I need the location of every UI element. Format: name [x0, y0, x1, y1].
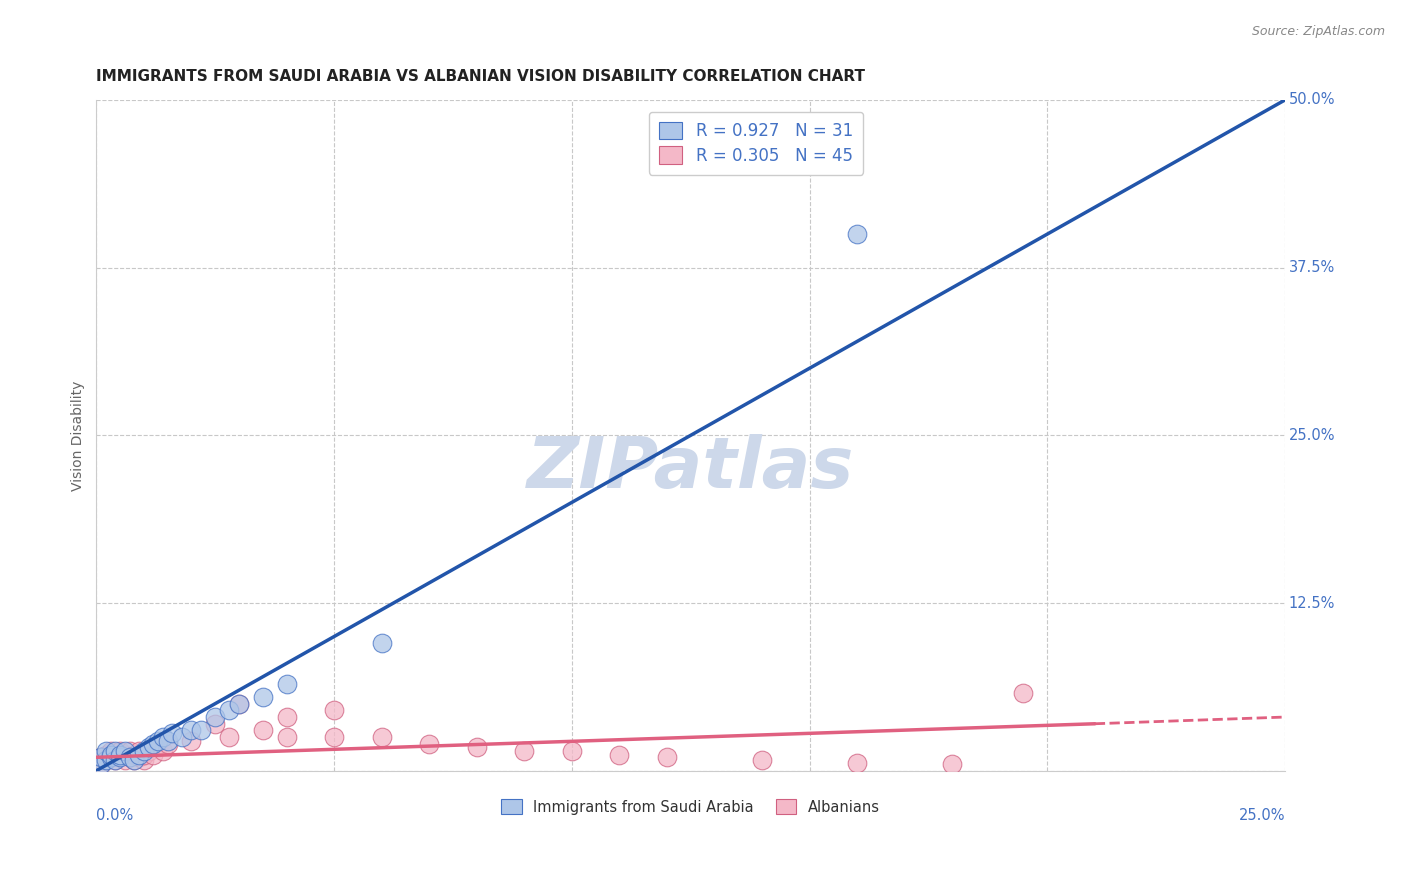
Point: [846, 756, 869, 770]
Point: [118, 743, 141, 757]
Point: [846, 227, 869, 241]
Text: 25.0%: 25.0%: [1239, 807, 1285, 822]
Point: [1012, 686, 1035, 700]
Point: [138, 743, 160, 757]
Point: [252, 723, 274, 738]
Point: [941, 756, 963, 771]
Point: [276, 676, 298, 690]
Legend: Immigrants from Saudi Arabia, Albanians: Immigrants from Saudi Arabia, Albanians: [495, 793, 886, 821]
Point: [124, 753, 146, 767]
Point: [114, 743, 136, 757]
Point: [128, 747, 150, 762]
Point: [180, 734, 202, 748]
Point: [104, 747, 127, 762]
Point: [323, 730, 346, 744]
Point: [104, 753, 127, 767]
Point: [118, 750, 141, 764]
Point: [218, 703, 240, 717]
Point: [90, 756, 112, 771]
Point: [90, 750, 112, 764]
Text: 50.0%: 50.0%: [1288, 93, 1336, 107]
Point: [128, 743, 150, 757]
Point: [370, 636, 392, 650]
Point: [204, 710, 226, 724]
Point: [276, 730, 298, 744]
Point: [609, 747, 631, 762]
Point: [94, 743, 117, 757]
Point: [100, 750, 122, 764]
Point: [180, 723, 202, 738]
Point: [152, 743, 174, 757]
Point: [190, 723, 212, 738]
Point: [118, 750, 141, 764]
Point: [513, 743, 536, 757]
Point: [152, 730, 174, 744]
Point: [142, 747, 165, 762]
Point: [142, 737, 165, 751]
Point: [124, 753, 146, 767]
Text: IMMIGRANTS FROM SAUDI ARABIA VS ALBANIAN VISION DISABILITY CORRELATION CHART: IMMIGRANTS FROM SAUDI ARABIA VS ALBANIAN…: [97, 69, 865, 84]
Point: [146, 734, 169, 748]
Point: [276, 710, 298, 724]
Point: [561, 743, 583, 757]
Point: [751, 753, 773, 767]
Point: [114, 747, 136, 762]
Point: [94, 753, 117, 767]
Point: [108, 750, 131, 764]
Point: [138, 739, 160, 754]
Point: [94, 753, 117, 767]
Point: [100, 747, 122, 762]
Text: 0.0%: 0.0%: [97, 807, 134, 822]
Point: [104, 743, 127, 757]
Point: [204, 716, 226, 731]
Point: [228, 697, 250, 711]
Point: [228, 697, 250, 711]
Point: [655, 750, 678, 764]
Point: [114, 753, 136, 767]
Point: [323, 703, 346, 717]
Point: [100, 750, 122, 764]
Point: [108, 747, 131, 762]
Point: [94, 747, 117, 762]
Text: 12.5%: 12.5%: [1288, 596, 1334, 610]
Point: [90, 750, 112, 764]
Point: [170, 730, 193, 744]
Point: [90, 756, 112, 771]
Text: Source: ZipAtlas.com: Source: ZipAtlas.com: [1251, 25, 1385, 38]
Point: [132, 743, 155, 757]
Point: [418, 737, 440, 751]
Point: [128, 750, 150, 764]
Point: [124, 747, 146, 762]
Point: [100, 743, 122, 757]
Point: [108, 750, 131, 764]
Point: [156, 734, 179, 748]
Point: [162, 726, 184, 740]
Point: [132, 753, 155, 767]
Point: [132, 747, 155, 762]
Text: 37.5%: 37.5%: [1288, 260, 1334, 275]
Point: [370, 730, 392, 744]
Point: [104, 753, 127, 767]
Point: [218, 730, 240, 744]
Point: [465, 739, 488, 754]
Point: [252, 690, 274, 704]
Point: [108, 743, 131, 757]
Point: [146, 739, 169, 754]
Text: 25.0%: 25.0%: [1288, 428, 1336, 442]
Point: [156, 737, 179, 751]
Text: ZIPatlas: ZIPatlas: [527, 434, 855, 503]
Y-axis label: Vision Disability: Vision Disability: [72, 380, 86, 491]
